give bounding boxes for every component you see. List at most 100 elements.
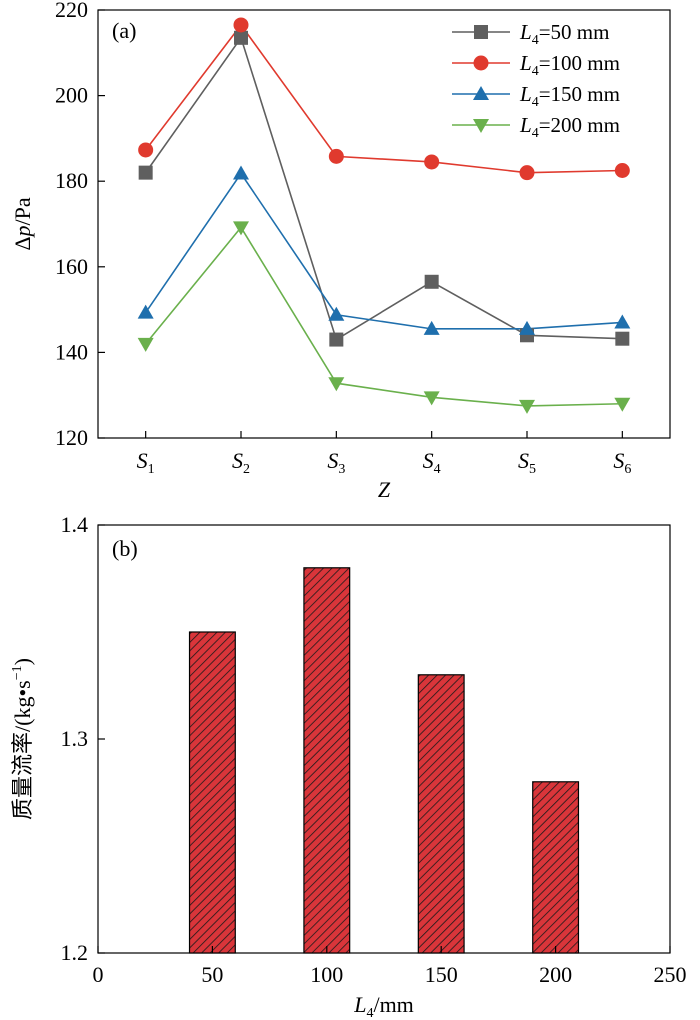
y-axis-label-superscript: −1	[10, 665, 25, 680]
y-tick-label: 140	[55, 339, 88, 364]
data-point-marker	[615, 331, 630, 346]
x-tick-label-subscript: 5	[529, 462, 536, 477]
data-point-marker	[424, 154, 440, 170]
bar	[532, 781, 580, 954]
legend-label-value: =50 mm	[539, 20, 610, 44]
data-point-marker	[233, 17, 249, 33]
y-axis-label-close: )	[10, 658, 35, 665]
data-point-marker	[519, 320, 535, 335]
data-point-marker	[473, 55, 489, 71]
x-tick-label-subscript: 6	[624, 462, 631, 477]
x-tick-label: S5	[518, 448, 536, 477]
x-axis-label: L4/mm	[353, 992, 414, 1020]
data-point-marker	[137, 337, 154, 352]
x-axis-label-variable: L	[353, 992, 366, 1017]
x-axis-label: Z	[378, 477, 391, 502]
legend-entry: L4=50 mm	[452, 20, 609, 48]
data-point-marker	[473, 86, 489, 100]
y-axis-label: Δp/Pa	[10, 197, 35, 251]
x-tick-label-main: S	[327, 448, 338, 473]
data-point-marker	[328, 148, 344, 164]
x-axis-label-unit: /mm	[373, 992, 413, 1017]
bar-chart-panel: 1.2 1.3 1.4 0 50 100 150 200 250 (b) L4/mm 质量流率…	[10, 512, 687, 1020]
x-tick-label: 100	[310, 962, 343, 987]
legend-label-value: =100 mm	[539, 51, 620, 75]
legend-label-variable: L	[519, 82, 532, 106]
legend-entry: L4=200 mm	[452, 113, 620, 141]
data-point-marker	[138, 165, 153, 180]
plot-frame	[97, 524, 671, 954]
data-point-marker	[137, 304, 154, 319]
series-line	[145, 23, 623, 174]
data-point-marker	[424, 274, 439, 289]
series-line	[145, 172, 623, 330]
x-tick-label-main: S	[137, 448, 148, 473]
x-tick-label-main: S	[423, 448, 434, 473]
data-point-marker	[233, 221, 249, 236]
x-tick-label-subscript: 4	[434, 462, 441, 477]
legend-entry: L4=100 mm	[452, 51, 620, 79]
x-tick-label: 50	[201, 962, 223, 987]
y-tick-label: 220	[55, 0, 88, 22]
legend-label-variable: L	[519, 113, 532, 137]
legend-label-subscript: 4	[532, 95, 539, 110]
x-axis-ticks: 0 50 100 150 200 250	[93, 946, 687, 987]
data-point-marker	[473, 119, 489, 133]
legend-label-subscript: 4	[532, 33, 539, 48]
y-tick-label: 1.2	[61, 940, 89, 965]
x-tick-label-subscript: 2	[243, 462, 250, 477]
x-tick-label-main: S	[232, 448, 243, 473]
x-axis-ticks: S1 S2 S3 S4 S5 S6	[137, 431, 631, 477]
legend-label-value: =200 mm	[539, 113, 620, 137]
legend-label-variable: L	[519, 20, 532, 44]
y-axis-label: 质量流率/(kg•s−1)	[10, 658, 35, 820]
data-point-marker	[519, 399, 535, 414]
bar	[417, 674, 465, 954]
x-tick-label: 200	[539, 962, 572, 987]
x-tick-label: 0	[93, 962, 104, 987]
y-axis-label-main: 质量流率/(kg•s	[10, 680, 35, 820]
bars	[188, 567, 580, 954]
panel-label: (b)	[112, 536, 138, 561]
legend-label-subscript: 4	[532, 126, 539, 141]
legend-entry: L4=150 mm	[452, 82, 620, 110]
bar	[303, 567, 351, 954]
x-tick-label-subscript: 1	[148, 462, 155, 477]
data-point-marker	[423, 391, 440, 406]
y-axis-ticks: 1.2 1.3 1.4	[61, 512, 105, 965]
data-point-marker	[329, 332, 344, 347]
legend-label: L4=100 mm	[519, 51, 620, 79]
y-axis-ticks: 120 140 160 180 200 220	[55, 0, 105, 450]
y-axis-label-prefix: Δ	[10, 236, 35, 250]
x-tick-label: S6	[613, 448, 631, 477]
legend-label-subscript: 4	[532, 64, 539, 79]
x-tick-label: S1	[137, 448, 155, 477]
x-tick-label-main: S	[613, 448, 624, 473]
y-tick-label: 200	[55, 83, 88, 108]
y-tick-label: 160	[55, 254, 88, 279]
y-axis-label-unit: /Pa	[10, 197, 35, 225]
y-tick-label: 1.3	[61, 726, 89, 751]
y-tick-label: 1.4	[61, 512, 89, 537]
series-lines	[145, 23, 623, 407]
data-point-marker	[614, 163, 630, 178]
x-tick-label: S4	[423, 448, 441, 477]
data-point-marker	[423, 320, 440, 335]
series-line	[145, 226, 623, 407]
data-point-marker	[328, 377, 345, 392]
y-tick-label: 180	[55, 168, 88, 193]
series-line	[145, 36, 623, 341]
data-point-marker	[233, 165, 249, 180]
x-axis-label-subscript: 4	[366, 1006, 373, 1020]
series-markers	[137, 17, 631, 414]
legend-label: L4=150 mm	[519, 82, 620, 110]
data-point-marker	[474, 25, 488, 39]
x-tick-label: S2	[232, 448, 250, 477]
y-tick-label: 120	[55, 425, 88, 450]
legend-label: L4=50 mm	[519, 20, 609, 48]
plot-frame	[97, 9, 671, 439]
data-point-marker	[138, 142, 154, 158]
